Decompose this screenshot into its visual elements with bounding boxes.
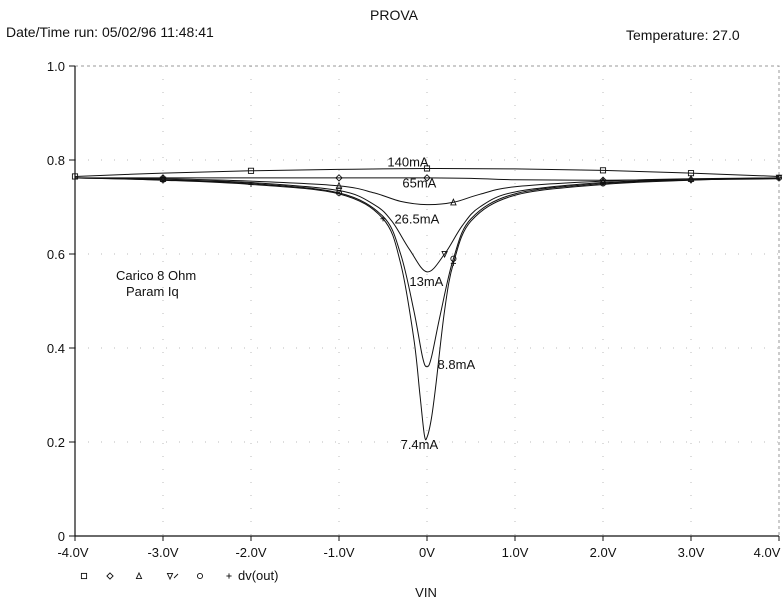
annotation-line-1: Carico 8 Ohm [116,268,196,283]
data-point [599,179,607,187]
x-tick-label: 0V [419,545,435,560]
x-tick-label: 3.0V [678,545,705,560]
y-tick-label: 0.8 [47,153,65,168]
grid [75,66,779,536]
series-line [74,177,780,368]
curve-labels: 140mA 65mA 26.5mA 13mA 8.8mA 7.4mA [387,155,475,452]
annotation-line-2: Param Iq [126,284,179,299]
x-tick-label: -4.0V [57,545,88,560]
curve-label: 8.8mA [438,357,476,372]
x-tick-label: -2.0V [235,545,266,560]
series-line [74,177,780,441]
data-point [335,174,343,182]
legend-marker [196,572,204,580]
chart-title: PROVA [370,7,419,23]
data-point [423,174,431,182]
data-point [599,180,607,187]
data-point [599,167,607,174]
legend-marker [166,572,179,581]
y-tick-label: 0.4 [47,341,65,356]
curve-label: 65mA [402,175,436,190]
y-tick-label: 0 [58,529,65,544]
curve-label: 140mA [387,155,429,170]
legend-marker [106,572,114,580]
series-line [74,167,780,177]
legend-marker [135,571,143,580]
x-tick-label: -3.0V [147,545,178,560]
x-tick-label: 1.0V [502,545,529,560]
data-point [776,175,782,181]
x-tick-label: 2.0V [590,545,617,560]
y-ticks: 0 0.2 0.4 0.6 0.8 1.0 [47,59,75,544]
x-axis-label: VIN [415,585,437,600]
data-point [248,181,254,188]
data-point [159,174,167,182]
x-tick-label: -1.0V [323,545,354,560]
data-point [247,167,255,174]
series-line [74,177,780,206]
data-point [380,216,386,222]
curve-label: 7.4mA [401,437,439,452]
data-point [441,250,448,259]
y-tick-label: 0.2 [47,435,65,450]
legend-label: dv(out) [238,568,278,583]
y-tick-label: 0.6 [47,247,65,262]
x-tick-label: 4.0V [754,545,781,560]
series-line [74,177,780,273]
data-point [450,198,457,206]
x-ticks: -4.0V -3.0V -2.0V -1.0V 0V 1.0V 2.0V 3.0V 4.0V [57,536,781,560]
curve-label: 13mA [409,274,443,289]
legend-marker [80,572,88,580]
temperature-label: Temperature: 27.0 [626,27,740,43]
legend-marker [226,573,232,579]
legend [80,571,232,581]
data-point [423,165,431,172]
data-point [71,173,79,180]
y-tick-label: 1.0 [47,59,65,74]
curve-label: 26.5mA [394,211,439,226]
datetime-label: Date/Time run: 05/02/96 11:48:41 [6,24,214,40]
data-point [688,177,694,183]
data-point [450,260,456,266]
series-group [71,165,783,441]
data-point [335,181,343,189]
